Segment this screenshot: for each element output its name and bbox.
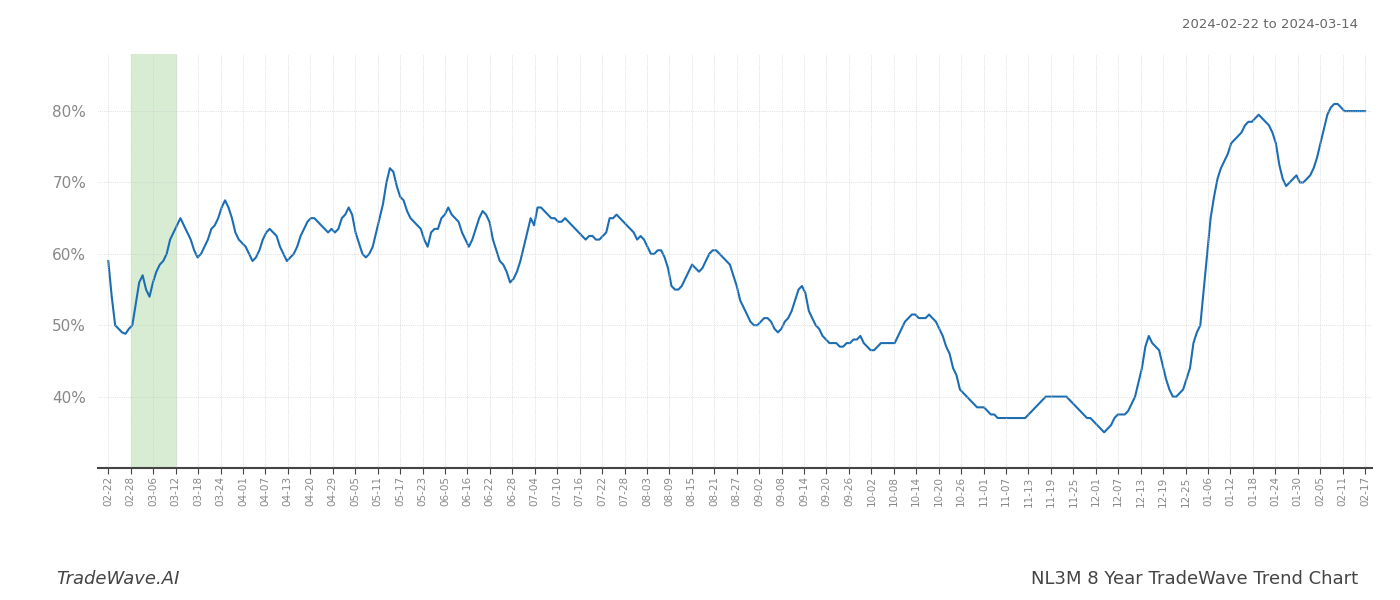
Bar <box>130 54 175 468</box>
Text: 2024-02-22 to 2024-03-14: 2024-02-22 to 2024-03-14 <box>1182 18 1358 31</box>
Text: NL3M 8 Year TradeWave Trend Chart: NL3M 8 Year TradeWave Trend Chart <box>1030 570 1358 588</box>
Text: TradeWave.AI: TradeWave.AI <box>56 570 179 588</box>
